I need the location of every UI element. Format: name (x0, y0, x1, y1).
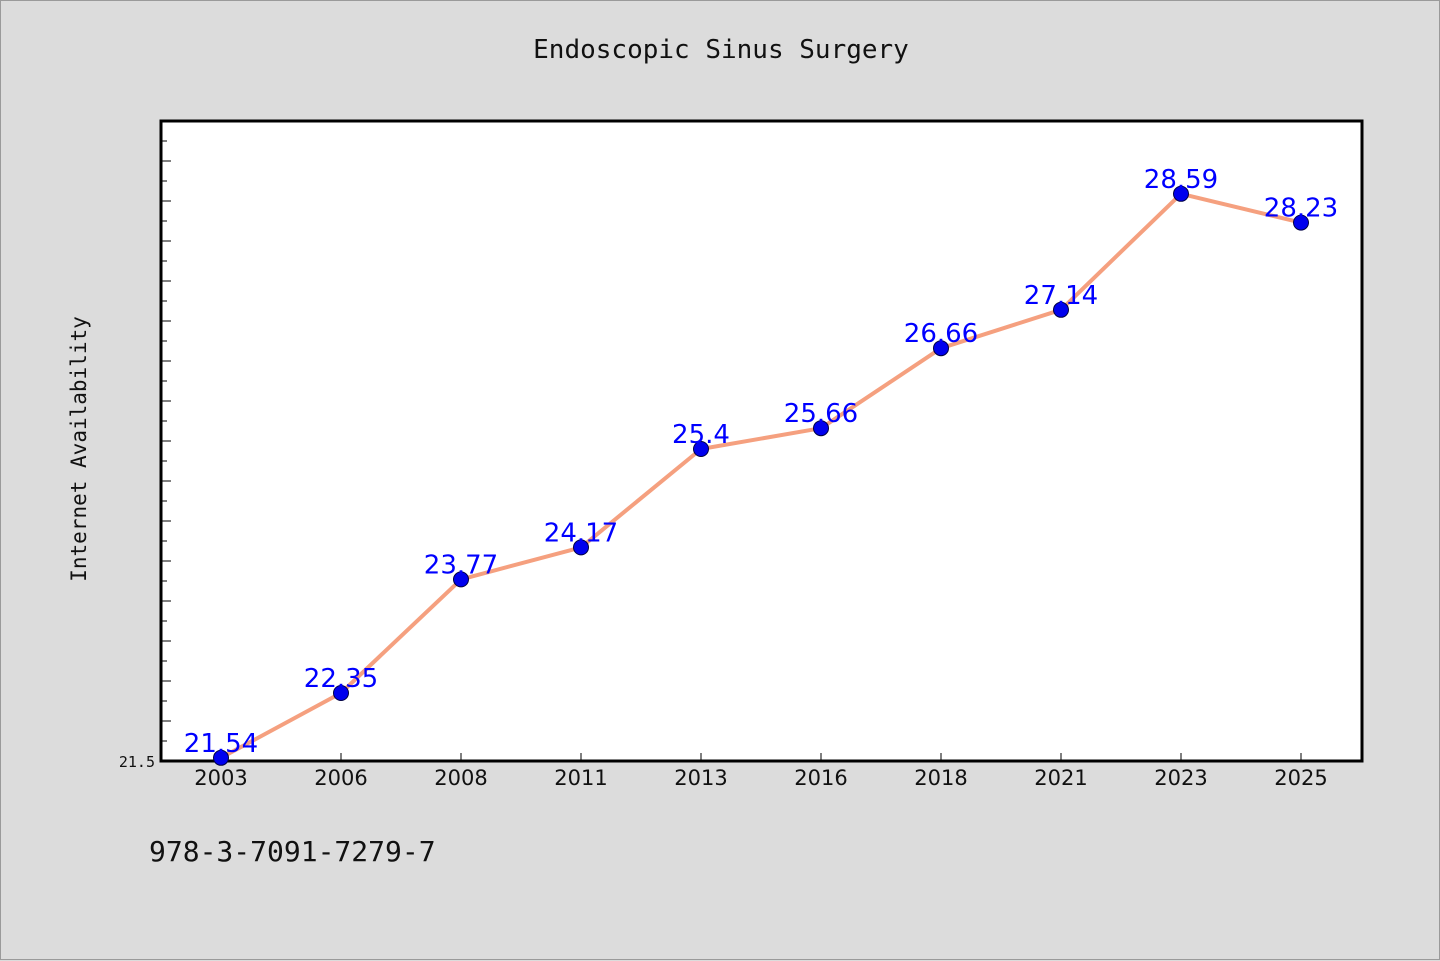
x-tick-label: 2008 (434, 766, 487, 790)
x-tick-label: 2021 (1034, 766, 1087, 790)
series-line (220, 191, 1302, 760)
plot-frame (159, 119, 1364, 763)
y-tick-label: 21.5 (119, 753, 155, 771)
plot-background (161, 121, 1362, 761)
data-label: 22.35 (304, 664, 378, 694)
data-label: 23.77 (424, 550, 498, 580)
data-label: 25.66 (784, 399, 858, 429)
x-tick-label: 2013 (674, 766, 727, 790)
data-point (333, 685, 349, 701)
data-point (1293, 214, 1309, 231)
data-point (573, 539, 589, 556)
data-label: 27.14 (1024, 281, 1098, 311)
data-point (1053, 301, 1069, 318)
x-tick-label: 2006 (314, 766, 367, 790)
x-tick-label: 2018 (914, 766, 967, 790)
data-point (1173, 185, 1189, 202)
data-label: 25.4 (672, 420, 730, 450)
data-point (453, 571, 469, 588)
x-tick-label: 2025 (1274, 766, 1327, 790)
data-point (213, 749, 229, 766)
data-label: 28.59 (1144, 165, 1218, 195)
x-tick-label: 2003 (194, 766, 247, 790)
x-tick-label: 2016 (794, 766, 847, 790)
data-point (693, 441, 709, 457)
data-label: 26.66 (904, 319, 978, 349)
data-point (933, 340, 949, 357)
data-label: 21.54 (184, 729, 258, 759)
data-point (813, 420, 829, 437)
data-label: 28.23 (1264, 194, 1338, 224)
footer-code: 978-3-7091-7279-7 (149, 835, 436, 868)
x-tick-label: 2023 (1154, 766, 1207, 790)
x-tick-label: 2011 (554, 766, 607, 790)
data-label: 24.17 (544, 518, 618, 548)
chart-title: Endoscopic Sinus Surgery (533, 35, 909, 65)
